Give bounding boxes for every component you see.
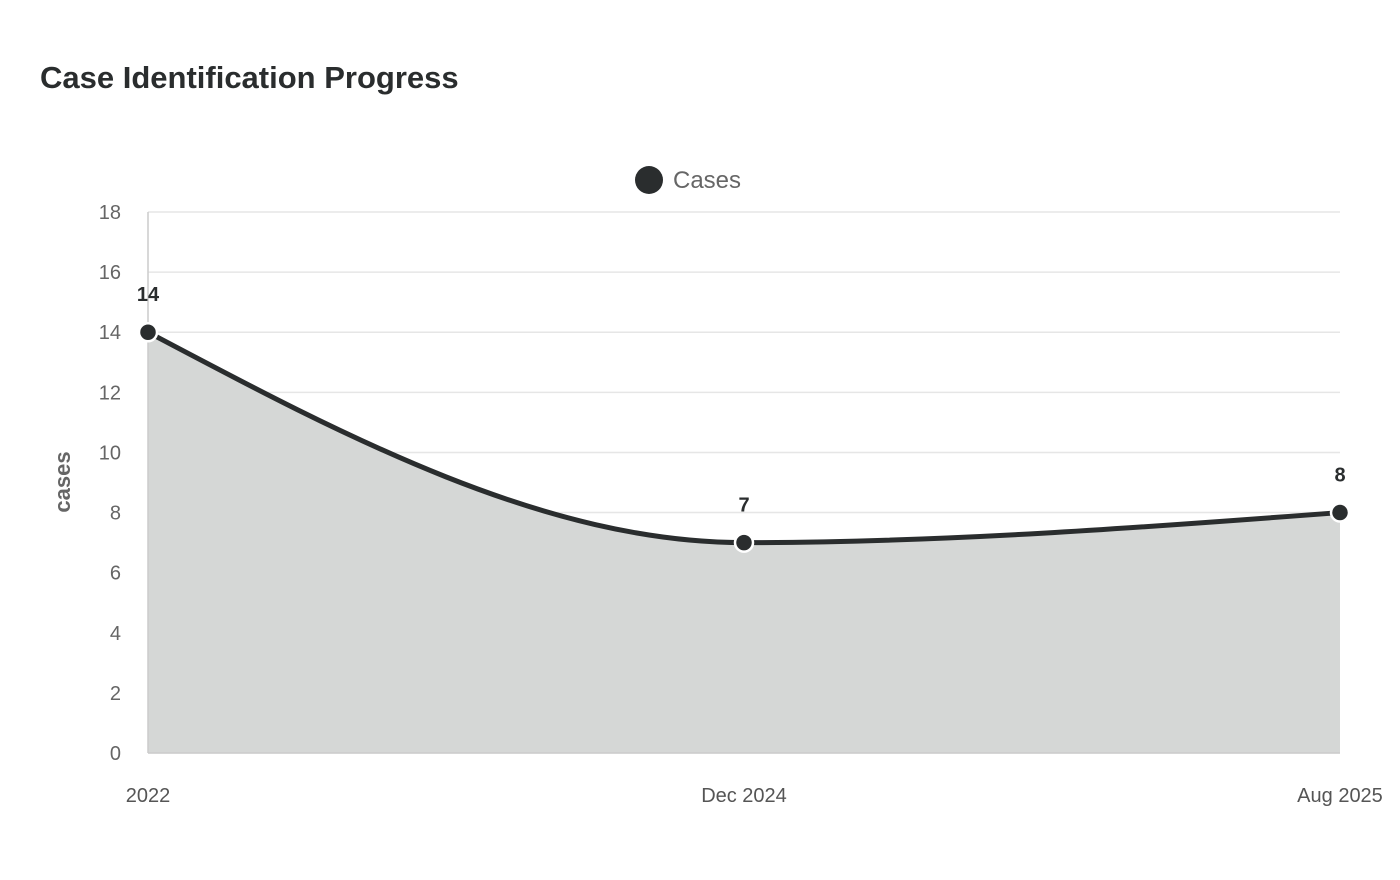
legend-label: Cases xyxy=(673,167,741,194)
y-tick-label: 8 xyxy=(110,503,121,525)
y-tick-label: 6 xyxy=(110,563,121,585)
y-axis-ticks: 0 2 4 6 8 10 12 14 16 18 xyxy=(99,202,121,765)
y-tick-label: 18 xyxy=(99,202,121,224)
axes xyxy=(147,212,1340,754)
y-tick-label: 16 xyxy=(99,262,121,284)
data-point-marker xyxy=(1329,502,1351,523)
x-tick-label: Aug 2025 xyxy=(1297,785,1383,807)
data-label: 8 xyxy=(1334,465,1345,487)
y-tick-label: 2 xyxy=(110,683,121,705)
chart-title: Case Identification Progress xyxy=(40,60,459,95)
data-label: 14 xyxy=(137,284,160,306)
x-tick-label: Dec 2024 xyxy=(701,785,787,807)
legend-item[interactable]: Cases xyxy=(635,166,741,194)
legend[interactable]: Cases xyxy=(635,166,741,194)
y-axis-title: cases xyxy=(50,451,75,512)
y-tick-label: 0 xyxy=(110,743,121,765)
y-tick-label: 14 xyxy=(99,322,121,344)
x-tick-label: 2022 xyxy=(126,785,171,807)
data-markers xyxy=(137,321,1351,553)
legend-swatch-icon xyxy=(635,166,663,194)
x-axis-ticks: 2022 Dec 2024 Aug 2025 xyxy=(126,785,1383,807)
y-tick-label: 12 xyxy=(99,382,121,404)
data-labels: 14 7 8 xyxy=(137,284,1346,516)
y-tick-label: 10 xyxy=(99,442,121,464)
y-tick-label: 4 xyxy=(110,623,121,645)
data-label: 7 xyxy=(738,495,749,517)
data-point-marker xyxy=(733,532,755,553)
data-point-marker xyxy=(137,321,159,343)
